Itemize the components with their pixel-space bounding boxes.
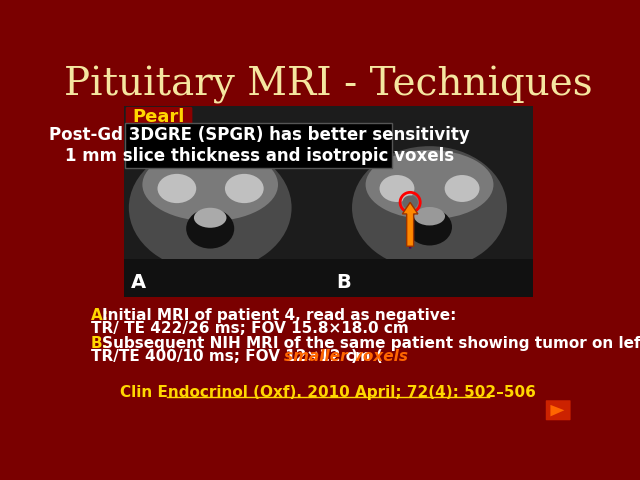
Ellipse shape [407,208,452,245]
Text: B: B [336,273,351,292]
Ellipse shape [157,174,196,203]
FancyArrow shape [403,203,418,246]
Text: A: A [131,273,147,292]
Text: Clin Endocrinol (Oxf). 2010 April; 72(4): 502–506: Clin Endocrinol (Oxf). 2010 April; 72(4)… [120,385,536,400]
Ellipse shape [225,174,264,203]
Text: smaller voxels: smaller voxels [284,349,408,364]
Text: Post-Gd 3DGRE (SPGR) has better sensitivity
1 mm slice thickness and isotropic v: Post-Gd 3DGRE (SPGR) has better sensitiv… [49,126,470,165]
Text: Pearl: Pearl [133,108,185,126]
Ellipse shape [142,148,278,221]
Ellipse shape [414,207,445,226]
Bar [329,259,533,297]
Ellipse shape [352,146,507,269]
Bar [124,106,329,297]
Text: Initial MRI of patient 4, read as negative:: Initial MRI of patient 4, read as negati… [102,308,457,323]
Ellipse shape [380,175,415,202]
FancyBboxPatch shape [125,107,193,125]
Polygon shape [550,405,564,417]
FancyBboxPatch shape [546,400,571,420]
FancyArrow shape [408,207,412,249]
Text: TR/TE 400/10 ms; FOV 12×12 cm (: TR/TE 400/10 ms; FOV 12×12 cm ( [91,349,383,364]
Bar [124,259,329,297]
Ellipse shape [365,150,493,219]
Bar [329,106,533,297]
Text: Subsequent NIH MRI of the same patient showing tumor on left:: Subsequent NIH MRI of the same patient s… [102,336,640,351]
Ellipse shape [445,175,479,202]
Ellipse shape [194,208,227,228]
Text: Pituitary MRI - Techniques: Pituitary MRI - Techniques [64,66,592,104]
Ellipse shape [186,208,234,249]
Text: TR/ TE 422/26 ms; FOV 15.8×18.0 cm: TR/ TE 422/26 ms; FOV 15.8×18.0 cm [91,321,408,336]
Ellipse shape [129,144,292,271]
FancyBboxPatch shape [125,123,392,168]
Ellipse shape [403,195,418,209]
Text: B:: B: [91,336,109,351]
Text: A:: A: [91,308,109,323]
Text: ): ) [351,349,358,364]
